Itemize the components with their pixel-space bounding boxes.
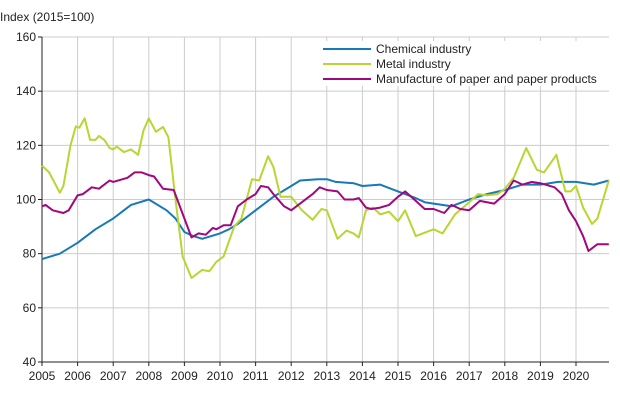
x-tick-label: 2016 xyxy=(420,369,447,383)
legend-label: Metal industry xyxy=(376,57,451,71)
series-line-1 xyxy=(41,117,610,279)
x-tick-label: 2019 xyxy=(527,369,554,383)
y-tick-label: 160 xyxy=(16,30,36,44)
legend-bg xyxy=(322,41,610,56)
y-tick-label: 140 xyxy=(16,84,36,98)
x-axis-ticks: 2005 2006 2007 2008 2009 2010 2011 2012 2013 2014… xyxy=(29,362,590,383)
x-tick-label: 2015 xyxy=(385,369,412,383)
x-tick-label: 2006 xyxy=(64,369,91,383)
x-tick-label: 2017 xyxy=(456,369,483,383)
y-tick-label: 80 xyxy=(23,247,37,261)
x-tick-label: 2007 xyxy=(100,369,127,383)
legend-label: Manufacture of paper and paper products xyxy=(376,72,597,86)
x-tick-label: 2011 xyxy=(243,369,269,383)
x-tick-label: 2005 xyxy=(29,369,56,383)
series-lines xyxy=(41,117,610,279)
y-tick-label: 100 xyxy=(16,193,36,207)
y-tick-label: 40 xyxy=(23,355,37,369)
x-tick-label: 2013 xyxy=(313,369,340,383)
y-tick-label: 60 xyxy=(23,301,37,315)
x-tick-label: 2010 xyxy=(207,369,234,383)
x-tick-label: 2018 xyxy=(491,369,518,383)
legend-bg xyxy=(322,71,610,86)
y-axis-ticks: 40 60 80 100 120 140 160 xyxy=(16,30,42,369)
x-tick-label: 2008 xyxy=(135,369,162,383)
legend-label: Chemical industry xyxy=(376,42,471,56)
series-line-0 xyxy=(41,178,610,261)
y-axis-label: Index (2015=100) xyxy=(0,10,94,24)
legend-bg xyxy=(322,56,610,71)
x-tick-label: 2009 xyxy=(171,369,198,383)
x-tick-label: 2012 xyxy=(278,369,305,383)
x-tick-label: 2020 xyxy=(563,369,590,383)
series-line-2 xyxy=(41,171,609,252)
y-tick-label: 120 xyxy=(16,138,36,152)
x-tick-label: 2014 xyxy=(349,369,376,383)
